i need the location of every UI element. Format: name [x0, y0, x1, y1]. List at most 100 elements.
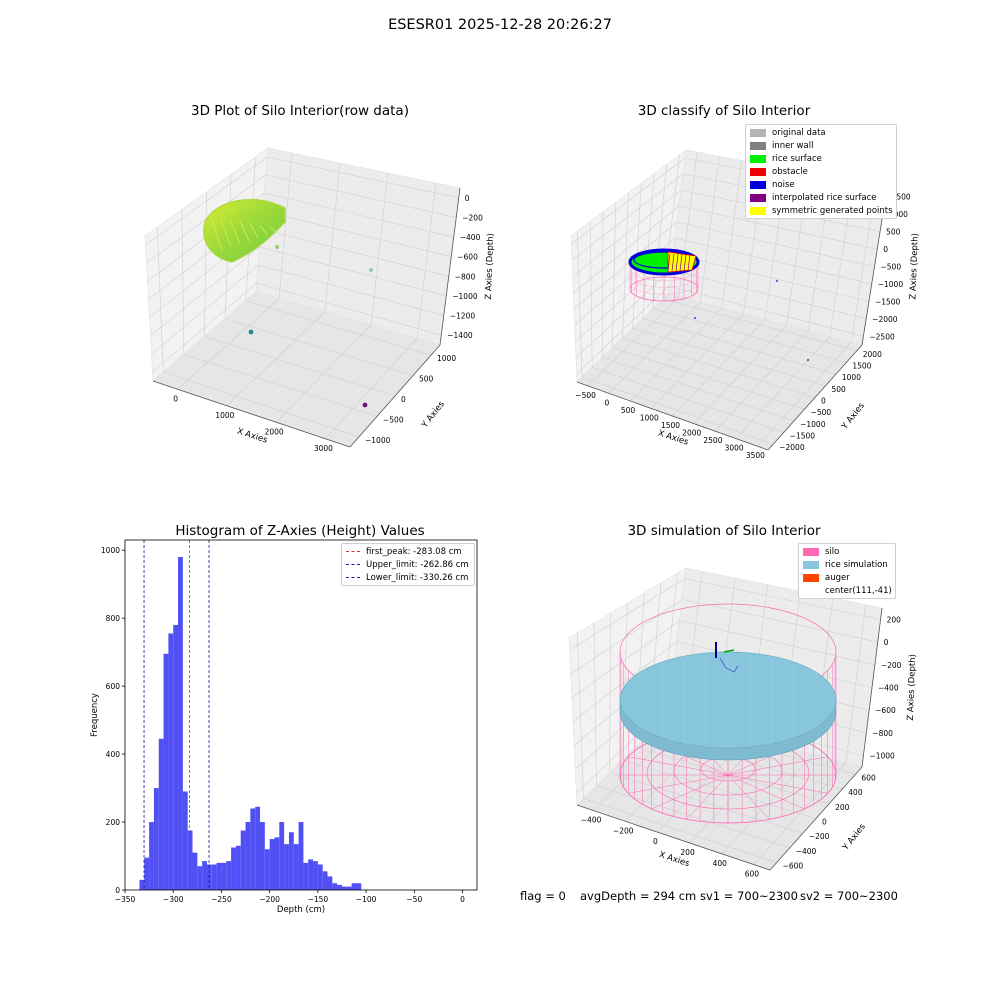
- legend-item-lower-limit: Lower_limit: -330.26 cm: [342, 571, 474, 584]
- legend-label: auger: [825, 572, 850, 583]
- histogram-bar: [144, 857, 150, 890]
- x-axis-line: [576, 381, 769, 451]
- histogram-bar: [139, 879, 145, 890]
- histogram-bar: [327, 876, 333, 890]
- z-tick-label: 500: [886, 228, 901, 237]
- grid-z-right: [678, 205, 878, 250]
- legend-label: inner wall: [772, 140, 814, 151]
- legend-label: Upper_limit: -262.86 cm: [366, 559, 469, 570]
- x-tick-label: 500: [621, 406, 636, 415]
- histogram-bar: [149, 822, 154, 890]
- x-tick-label: 0: [460, 895, 465, 904]
- silo-floor-spoke: [628, 774, 729, 794]
- grid-z-left: [572, 641, 678, 722]
- z-tick-label: 0: [884, 638, 889, 647]
- grid-y-floor: [652, 308, 847, 363]
- silo-floor-spoke: [727, 756, 828, 776]
- y-tick-label: 2000: [863, 350, 882, 359]
- y-tick-label: −500: [383, 415, 404, 424]
- y-tick-label: 500: [419, 375, 434, 384]
- grid-z-right: [264, 192, 454, 238]
- grid-z-right: [261, 228, 449, 277]
- noise-point: [807, 359, 809, 361]
- histogram-bar: [211, 864, 217, 890]
- histogram-bar: [216, 862, 222, 890]
- z-tick-label: −600: [457, 253, 478, 262]
- legend-label: rice surface: [772, 153, 822, 164]
- y-tick-label: −200: [809, 832, 830, 841]
- z-axis-label: Z Axies (Depth): [906, 654, 918, 721]
- grid-z-right: [676, 221, 875, 267]
- y-tick-label: −1000: [365, 436, 391, 445]
- y-tick-label: −2000: [779, 443, 805, 452]
- legend-label: noise: [772, 179, 795, 190]
- histogram-bar: [317, 864, 323, 890]
- y-axis-line: [349, 344, 441, 448]
- y-tick-label: −1000: [800, 420, 826, 429]
- histogram-bar: [264, 849, 270, 890]
- grid-z-right: [684, 578, 881, 620]
- grid-y-floor: [622, 337, 816, 398]
- z-axis-label: Z Axies (Depth): [908, 233, 920, 300]
- grid-z-left: [569, 578, 685, 651]
- histogram-bar: [284, 844, 289, 890]
- grid-z-left: [151, 264, 259, 355]
- legend-swatch: [803, 573, 819, 582]
- footer-sv2: sv2 = 700~2300: [800, 889, 898, 903]
- grid-y-wall: [157, 227, 164, 373]
- legend-swatch: [803, 547, 819, 556]
- grid-z-right: [267, 156, 459, 199]
- z-tick-label: −800: [455, 272, 476, 281]
- interpolated-stripe: [687, 253, 691, 272]
- point-cloud-stripe: [209, 214, 223, 251]
- grid-z-left: [150, 246, 260, 336]
- grid-z-left: [145, 156, 268, 246]
- y-axis-line: [767, 344, 863, 451]
- point-cloud-stripe: [249, 222, 259, 239]
- histogram-bar: [173, 624, 179, 890]
- histogram-bar: [202, 861, 207, 890]
- x-tick-label: 0: [173, 394, 178, 403]
- grid-z-left: [570, 599, 683, 675]
- legend-item-upper-limit: Upper_limit: -262.86 cm: [342, 558, 474, 571]
- y-tick-label: 0: [115, 886, 120, 895]
- panel4-title: 3D simulation of Silo Interior: [627, 523, 821, 539]
- x-tick-label: 2000: [682, 429, 701, 438]
- histogram-bar: [226, 861, 232, 890]
- y-tick-label: 200: [106, 818, 121, 827]
- grid-z-right: [256, 282, 442, 336]
- histogram-bar: [308, 859, 314, 890]
- silo-floor-spoke: [727, 774, 828, 794]
- legend-label: symmetric generated points: [772, 205, 893, 216]
- noise-point: [776, 280, 778, 282]
- grid-y-floor: [163, 371, 360, 438]
- z-tick-label: −400: [460, 233, 481, 242]
- x-axis-label: Depth (cm): [277, 905, 325, 915]
- legend-item-interpolated: interpolated rice surface: [746, 191, 896, 204]
- x-tick-label: −200: [613, 826, 634, 835]
- legend-item-first-peak: first_peak: -283.08 cm: [342, 545, 474, 558]
- panel1-title: 3D Plot of Silo Interior(row data): [191, 103, 409, 119]
- grid-y-floor: [204, 336, 396, 397]
- legend-swatch: [750, 180, 766, 189]
- x-tick-label: 1500: [661, 421, 680, 430]
- histogram-bar: [153, 788, 159, 890]
- histogram-bar: [298, 822, 304, 890]
- y-tick-label: 1000: [101, 546, 120, 555]
- x-tick-label: 400: [713, 859, 728, 868]
- y-tick-label: −400: [796, 847, 817, 856]
- z-tick-label: −1000: [452, 292, 478, 301]
- x-tick-label: 0: [653, 837, 658, 846]
- z-tick-label: −1400: [447, 331, 473, 340]
- y-tick-label: −600: [783, 862, 804, 871]
- grid-z-left: [575, 269, 672, 358]
- z-tick-label: −2500: [869, 332, 895, 341]
- x-tick-label: 2500: [703, 436, 722, 445]
- panel2-title: 3D classify of Silo Interior: [637, 103, 811, 119]
- legend-label: Lower_limit: -330.26 cm: [366, 572, 469, 583]
- z-tick-label: 1500: [892, 193, 911, 202]
- x-tick-label: −200: [259, 895, 280, 904]
- x-tick-label: 200: [680, 848, 695, 857]
- z-tick-label: −600: [875, 706, 896, 715]
